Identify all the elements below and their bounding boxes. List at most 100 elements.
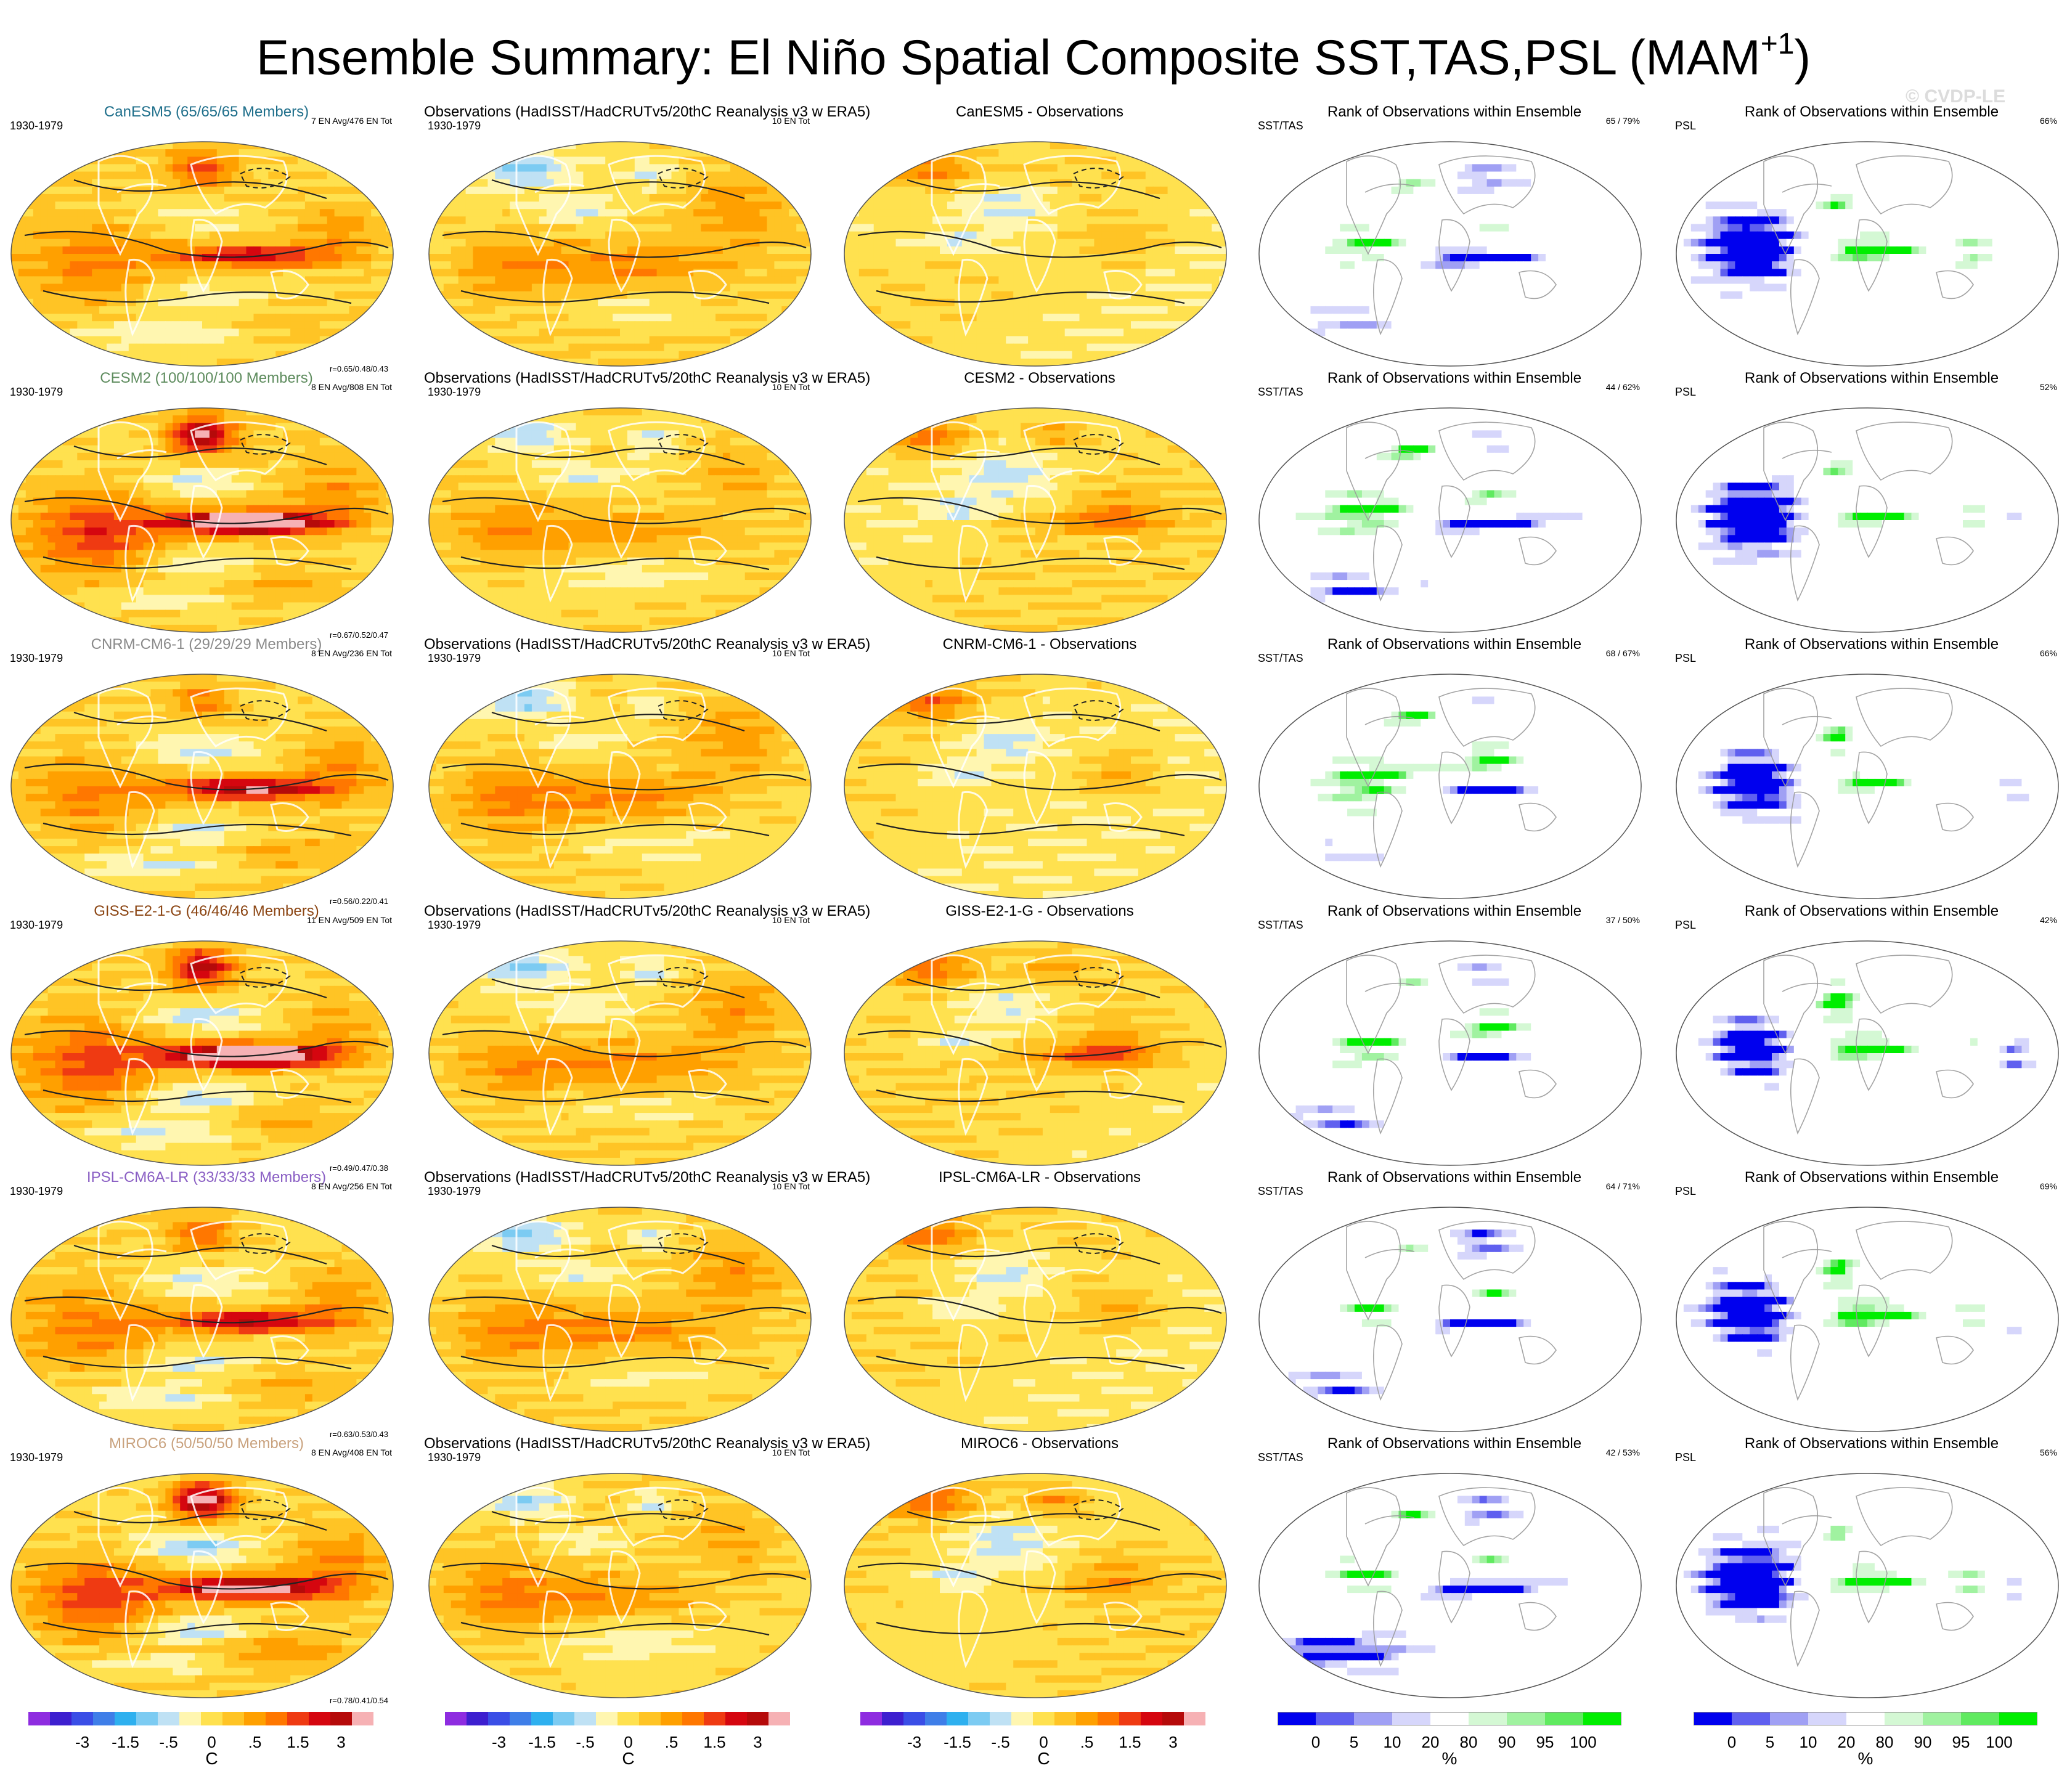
variable-label: PSL — [1675, 652, 1696, 665]
colorbar-swatch — [445, 1712, 467, 1725]
colorbar-tick-label: 80 — [1460, 1733, 1478, 1752]
event-count-label: 8 EN Avg/236 EN Tot — [311, 648, 392, 658]
colorbar-swatch — [136, 1712, 158, 1725]
difference-title: CNRM-CM6-1 - Observations — [839, 636, 1240, 653]
colorbar-swatch — [1808, 1712, 1847, 1725]
map-panel-miroc6-diff: MIROC6 - Observations — [839, 1438, 1240, 1704]
map-plot — [1254, 1438, 1655, 1704]
period-label: 1930-1979 — [428, 919, 481, 932]
colorbar-tick-label: -.5 — [991, 1733, 1009, 1752]
map-plot — [6, 372, 407, 638]
event-count-label: 10 EN Tot — [772, 1181, 810, 1191]
period-label: 1930-1979 — [428, 386, 481, 399]
map-plot — [1254, 1171, 1655, 1438]
map-plot — [1254, 638, 1655, 905]
difference-title: CanESM5 - Observations — [839, 104, 1240, 121]
rank-title: Rank of Observations within Ensemble — [1254, 104, 1655, 121]
observations-title: Observations (HadISST/HadCRUTv5/20thC Re… — [424, 104, 825, 121]
colorbar-tick-label: -1.5 — [944, 1733, 971, 1752]
map-panel-cesm2-obs: Observations (HadISST/HadCRUTv5/20thC Re… — [424, 372, 825, 638]
rank-title: Rank of Observations within Ensemble — [1671, 1169, 2067, 1186]
colorbar-swatch — [1770, 1712, 1809, 1725]
colorbar-tick-label: 3 — [1168, 1733, 1177, 1752]
variable-label: PSL — [1675, 386, 1696, 399]
colorbar-swatch — [1033, 1712, 1055, 1725]
colorbar-tick-label: -.5 — [159, 1733, 177, 1752]
colorbar-swatch — [596, 1712, 618, 1725]
colorbar-swatch — [71, 1712, 94, 1725]
map-plot — [424, 905, 825, 1171]
variable-label: SST/TAS — [1258, 386, 1303, 399]
rank-title: Rank of Observations within Ensemble — [1671, 636, 2067, 653]
period-label: 1930-1979 — [428, 120, 481, 132]
colorbar-swatch — [510, 1712, 532, 1725]
variable-label: PSL — [1675, 120, 1696, 132]
colorbar-swatch — [1184, 1712, 1205, 1725]
rank-percent-label: 66% — [2040, 648, 2057, 658]
colorbar-swatch — [639, 1712, 661, 1725]
colorbar-tick-label: 100 — [1986, 1733, 2012, 1752]
colorbar-tick-label: -3 — [492, 1733, 506, 1752]
colorbar-tick-label: .5 — [248, 1733, 262, 1752]
colorbar-swatch — [93, 1712, 115, 1725]
event-count-label: 8 EN Avg/256 EN Tot — [311, 1181, 392, 1191]
variable-label: SST/TAS — [1258, 919, 1303, 932]
rank-percent-label: 44 / 62% — [1606, 382, 1640, 392]
map-panel-ipsl-cm6a-lr-model: IPSL-CM6A-LR (33/33/33 Members)1930-1979… — [6, 1171, 407, 1438]
colorbar-tick-label: -.5 — [576, 1733, 594, 1752]
colorbar-tick-label: 1.5 — [287, 1733, 309, 1752]
colorbar-swatch — [1999, 1712, 2037, 1725]
colorbar-tick-label: -1.5 — [112, 1733, 139, 1752]
colorbar-swatch — [222, 1712, 245, 1725]
map-plot — [839, 106, 1240, 372]
figure-title: Ensemble Summary: El Niño Spatial Compos… — [0, 17, 2067, 89]
colorbar-swatch — [1278, 1712, 1316, 1725]
colorbar-swatch — [266, 1712, 288, 1725]
colorbar-swatch — [860, 1712, 883, 1725]
colorbar-swatch — [330, 1712, 353, 1725]
observations-title: Observations (HadISST/HadCRUTv5/20thC Re… — [424, 370, 825, 387]
colorbar-tick-label: 5 — [1766, 1733, 1774, 1752]
colorbar-swatch — [1098, 1712, 1120, 1725]
colorbar-tick-label: 100 — [1570, 1733, 1596, 1752]
colorbar-swatch — [1054, 1712, 1077, 1725]
event-count-label: 7 EN Avg/476 EN Tot — [311, 116, 392, 126]
map-plot — [6, 905, 407, 1171]
colorbar-tick-label: -3 — [907, 1733, 921, 1752]
colorbar-unit-label: C — [622, 1749, 634, 1769]
variable-label: PSL — [1675, 919, 1696, 932]
colorbar-swatch — [1316, 1712, 1355, 1725]
event-count-label: 10 EN Tot — [772, 1448, 810, 1457]
period-label: 1930-1979 — [10, 1451, 63, 1464]
correlation-label: r=0.78/0.41/0.54 — [330, 1696, 388, 1705]
colorbar-tick-label: -3 — [75, 1733, 89, 1752]
colorbar-swatch — [1011, 1712, 1034, 1725]
event-count-label: 8 EN Avg/808 EN Tot — [311, 382, 392, 392]
variable-label: SST/TAS — [1258, 1185, 1303, 1198]
period-label: 1930-1979 — [428, 1451, 481, 1464]
colorbar-swatch — [704, 1712, 726, 1725]
map-plot — [839, 372, 1240, 638]
colorbar-swatch — [309, 1712, 331, 1725]
colorbar-swatch — [947, 1712, 969, 1725]
event-count-label: 10 EN Tot — [772, 648, 810, 658]
event-count-label: 11 EN Avg/509 EN Tot — [307, 915, 392, 925]
map-plot — [6, 106, 407, 372]
period-label: 1930-1979 — [10, 120, 63, 132]
map-plot — [424, 106, 825, 372]
colorbar-swatch — [179, 1712, 202, 1725]
colorbar-swatch — [990, 1712, 1012, 1725]
colorbar-swatch — [574, 1712, 597, 1725]
map-plot — [839, 638, 1240, 905]
difference-title: IPSL-CM6A-LR - Observations — [839, 1169, 1240, 1186]
period-label: 1930-1979 — [10, 1185, 63, 1198]
observations-title: Observations (HadISST/HadCRUTv5/20thC Re… — [424, 903, 825, 920]
rank-percent-label: 68 / 67% — [1606, 648, 1640, 658]
rank-title: Rank of Observations within Ensemble — [1254, 903, 1655, 920]
variable-label: SST/TAS — [1258, 652, 1303, 665]
